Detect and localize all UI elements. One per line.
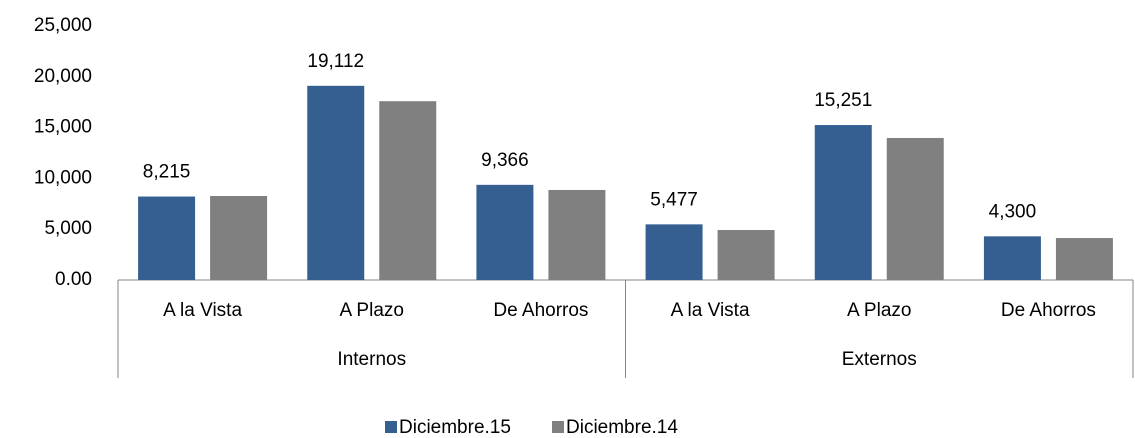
- bar: [814, 125, 872, 281]
- legend-swatch: [552, 421, 564, 433]
- bar: [717, 230, 775, 280]
- data-label: 8,215: [143, 162, 191, 183]
- bar: [307, 85, 365, 280]
- data-label: 15,251: [814, 90, 872, 111]
- y-tick-label: 15,000: [34, 117, 92, 138]
- x-tick-label: A la Vista: [163, 300, 242, 321]
- legend-label: Diciembre.15: [399, 417, 511, 438]
- y-tick-label: 10,000: [34, 167, 92, 188]
- group-label: Externos: [842, 349, 917, 370]
- data-label: 4,300: [989, 201, 1037, 222]
- y-tick-label: 25,000: [34, 15, 92, 36]
- bar: [476, 184, 534, 280]
- bar: [210, 195, 268, 280]
- data-label: 19,112: [307, 51, 364, 72]
- data-label: 5,477: [650, 189, 698, 210]
- y-tick-label: 0.00: [55, 269, 92, 290]
- x-tick-label: A Plazo: [847, 300, 911, 321]
- x-tick-label: De Ahorros: [493, 300, 588, 321]
- group-label: Internos: [337, 349, 406, 370]
- y-tick-label: 20,000: [34, 66, 92, 87]
- bar: [983, 236, 1041, 280]
- bar: [645, 224, 703, 280]
- data-label: 9,366: [481, 150, 529, 171]
- legend-swatch: [385, 421, 397, 433]
- bar: [379, 101, 437, 281]
- x-tick-label: De Ahorros: [1001, 300, 1096, 321]
- legend-label: Diciembre.14: [566, 417, 678, 438]
- x-tick-label: A la Vista: [671, 300, 750, 321]
- bar: [886, 137, 944, 280]
- y-tick-label: 5,000: [44, 218, 92, 239]
- bar: [138, 196, 196, 280]
- x-tick-label: A Plazo: [340, 300, 404, 321]
- bar: [1055, 238, 1113, 280]
- bar: [548, 189, 606, 280]
